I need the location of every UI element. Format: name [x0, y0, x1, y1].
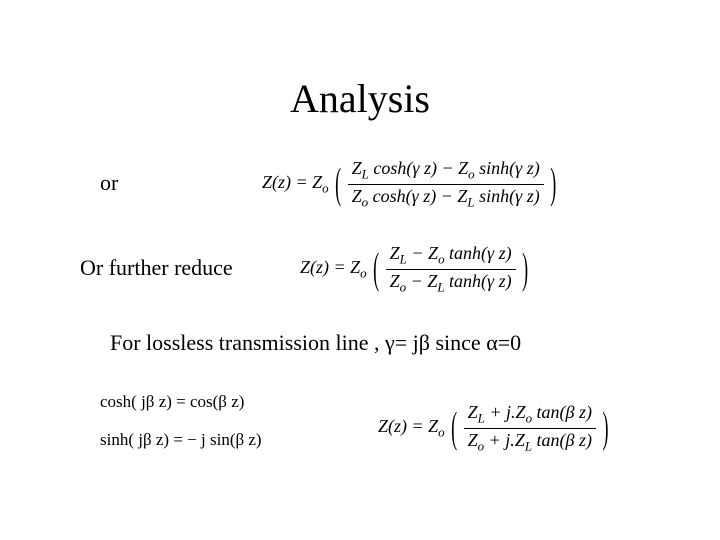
eq3-fraction: ZL + j.Zo tan(β z) Zo + j.ZL tan(β z) — [464, 402, 596, 454]
paren-left-icon: ( — [449, 403, 459, 453]
text-lossless-line: For lossless transmission line , γ= jβ s… — [110, 330, 521, 356]
text-or: or — [100, 170, 118, 196]
equation-2: Z(z) = Zo ( ZL − Zo tanh(γ z) Zo − ZL ta… — [300, 243, 530, 295]
equation-1: Z(z) = Zo ( ZL cosh(γ z) − Zo sinh(γ z) … — [262, 158, 558, 210]
slide: Analysis or Z(z) = Zo ( ZL cosh(γ z) − Z… — [0, 0, 720, 540]
paren-right-icon: ) — [520, 244, 530, 294]
eq3-lhs: Z(z) = Zo — [378, 416, 445, 436]
equation-3: Z(z) = Zo ( ZL + j.Zo tan(β z) Zo + j.ZL… — [378, 402, 611, 454]
slide-title: Analysis — [0, 75, 720, 122]
identity-sinh: sinh( jβ z) = − j sin(β z) — [100, 430, 262, 450]
paren-left-icon: ( — [371, 244, 381, 294]
eq1-lhs: Z(z) = Zo — [262, 172, 329, 192]
identity-cosh: cosh( jβ z) = cos(β z) — [100, 392, 244, 412]
eq2-fraction: ZL − Zo tanh(γ z) Zo − ZL tanh(γ z) — [386, 243, 516, 295]
eq1-fraction: ZL cosh(γ z) − Zo sinh(γ z) Zo cosh(γ z)… — [348, 158, 544, 210]
text-or-further-reduce: Or further reduce — [80, 255, 233, 281]
paren-left-icon: ( — [333, 159, 343, 209]
paren-right-icon: ) — [601, 403, 611, 453]
paren-right-icon: ) — [548, 159, 558, 209]
eq2-lhs: Z(z) = Zo — [300, 257, 367, 277]
